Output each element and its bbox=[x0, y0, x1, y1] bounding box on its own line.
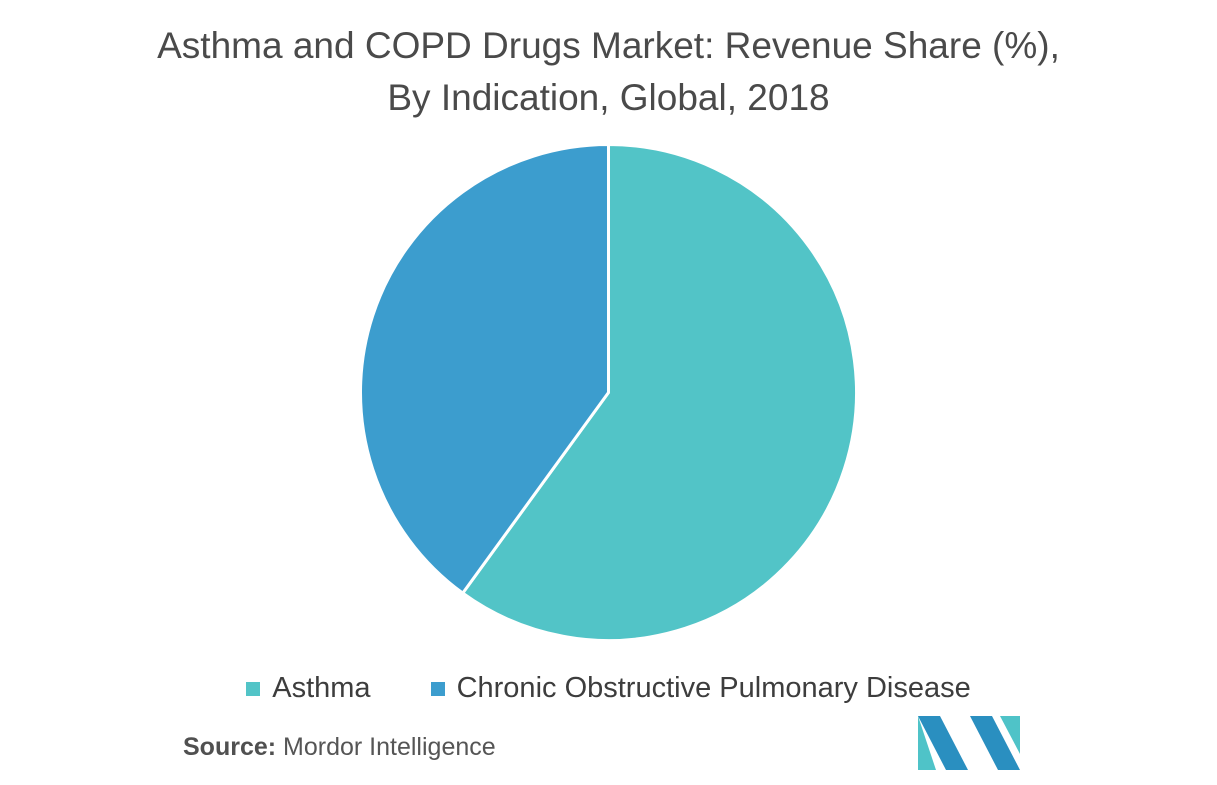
chart-title-line-2: By Indication, Global, 2018 bbox=[387, 77, 830, 118]
source-note: Source: Mordor Intelligence bbox=[183, 733, 496, 762]
legend-label-asthma: Asthma bbox=[272, 672, 371, 704]
legend-item-asthma: Asthma bbox=[246, 672, 371, 705]
pie-slice-asthma bbox=[461, 143, 858, 642]
chart-title: Asthma and COPD Drugs Market: Revenue Sh… bbox=[0, 20, 1217, 124]
mordor-intelligence-logo-icon bbox=[918, 716, 1020, 770]
legend-swatch-asthma bbox=[246, 681, 261, 696]
legend-label-copd: Chronic Obstructive Pulmonary Disease bbox=[456, 672, 971, 704]
pie-slice-chronic-obstructive-pulmonary-disease bbox=[359, 143, 610, 595]
logo-shape-left-accent bbox=[918, 716, 936, 770]
legend-item-copd: Chronic Obstructive Pulmonary Disease bbox=[430, 672, 971, 705]
source-text: Mordor Intelligence bbox=[283, 733, 496, 761]
legend-swatch-copd bbox=[430, 681, 445, 696]
chart-title-line-1: Asthma and COPD Drugs Market: Revenue Sh… bbox=[157, 25, 1060, 66]
logo-shape-left bbox=[918, 716, 968, 770]
legend: Asthma Chronic Obstructive Pulmonary Dis… bbox=[0, 672, 1217, 705]
logo-shape-right-accent bbox=[1000, 716, 1020, 754]
logo-shape-right bbox=[970, 716, 1020, 770]
source-prefix: Source: bbox=[183, 733, 277, 761]
